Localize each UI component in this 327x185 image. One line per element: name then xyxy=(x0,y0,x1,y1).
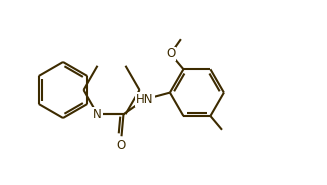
Text: HN: HN xyxy=(136,93,154,106)
Text: N: N xyxy=(93,108,102,121)
Text: O: O xyxy=(117,139,126,152)
Text: O: O xyxy=(166,47,175,60)
